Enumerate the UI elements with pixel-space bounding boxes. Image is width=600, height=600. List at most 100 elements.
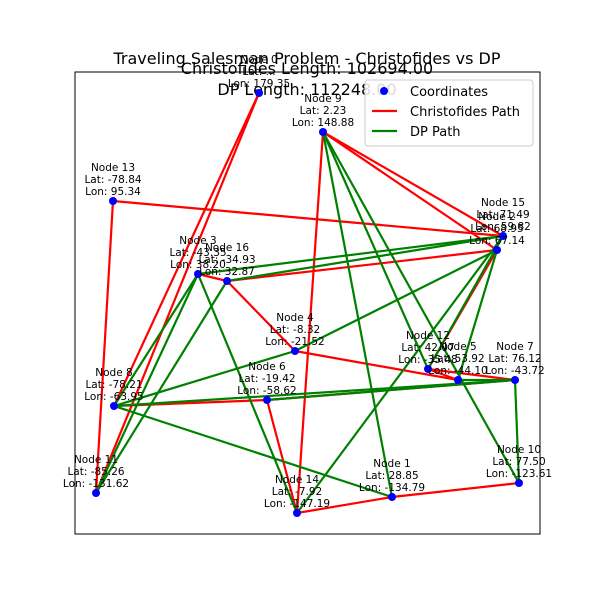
node-label-name: Node 16 xyxy=(205,242,249,254)
node-label-lat: Lat: -85.26 xyxy=(67,466,124,478)
node-label-name: Node 7 xyxy=(496,341,533,353)
dp-segment xyxy=(322,131,520,484)
coordinate-point xyxy=(319,128,327,136)
node-label-name: Node 13 xyxy=(91,162,135,174)
christofides-segment xyxy=(295,131,325,514)
dp-segment xyxy=(321,131,430,370)
christofides-segment xyxy=(296,495,393,515)
coordinate-point xyxy=(515,479,523,487)
node-label-lat: Lat: -19.42 xyxy=(238,373,295,385)
node-label-lat: Lat: 42.07 xyxy=(401,342,454,354)
chart-subtitle-christofides: Christofides Length: 102694.00 xyxy=(181,59,433,78)
coordinate-point xyxy=(499,232,507,240)
node-label-name: Node 2 xyxy=(478,211,515,223)
node-label-name: Node 10 xyxy=(497,444,541,456)
node-label-name: Node 5 xyxy=(439,341,476,353)
node-label-lat: Lat: 71.49 xyxy=(476,209,529,221)
node-label-name: Node 3 xyxy=(179,235,216,247)
legend: Coordinates Christofides Path DP Path xyxy=(364,79,534,147)
coordinate-point xyxy=(194,270,202,278)
coordinate-point xyxy=(493,246,501,254)
node-label-lon: Lon: -43.72 xyxy=(485,365,544,377)
node-label-lon: Lon: 67.14 xyxy=(469,235,525,247)
node-label-lat: Lat: 28.85 xyxy=(365,470,418,482)
coordinate-point xyxy=(110,402,118,410)
node-label-lat: Lat: 53.92 xyxy=(431,353,484,365)
dp-segment xyxy=(113,349,296,408)
dp-segment xyxy=(113,404,393,499)
node-label-name: Node 9 xyxy=(304,93,341,105)
legend-box xyxy=(364,79,534,147)
node-label-lon: Lon: 179.35 xyxy=(228,78,290,90)
node-label-lon: Lon: 148.88 xyxy=(292,117,354,129)
coordinate-point xyxy=(92,489,100,497)
coordinate-point xyxy=(454,376,462,384)
node-label-lat: Lat: 77.50 xyxy=(492,456,545,468)
node-label-name: Node 0 xyxy=(240,54,277,66)
dp-segment xyxy=(296,235,504,514)
node-label-name: Node 11 xyxy=(74,454,118,466)
node-label-name: Node 6 xyxy=(248,361,286,373)
coordinate-point xyxy=(255,89,263,97)
christofides-segment xyxy=(94,200,115,494)
node-label-lon: Lon: 95.34 xyxy=(85,186,141,198)
coordinate-point xyxy=(388,493,396,501)
christofides-segment xyxy=(94,92,261,494)
node-label-lon: Lon: -147.19 xyxy=(264,498,330,510)
dp-segment xyxy=(321,131,394,498)
coordinate-point xyxy=(291,347,299,355)
coordinate-point xyxy=(424,365,432,373)
christofides-segment xyxy=(226,280,296,352)
dp-segment xyxy=(456,249,499,381)
node-label-name: Node 12 xyxy=(406,330,450,342)
node-label-lat: Lat: 2.23 xyxy=(300,105,347,117)
dp-segment xyxy=(294,249,498,352)
dp-segment xyxy=(226,234,504,283)
node-label-lon: Lon: -63.95 xyxy=(84,391,143,403)
legend-coordinates-label: Coordinates xyxy=(410,85,488,100)
coordinate-point xyxy=(511,376,519,384)
node-label-lat: Lat: -43.35 xyxy=(169,247,226,259)
coordinate-point xyxy=(263,396,271,404)
christofides-segment xyxy=(113,92,260,407)
node-label-lat: Lat: ... xyxy=(242,66,275,78)
node-label-lat: Lat: -78.84 xyxy=(84,174,141,186)
node-label-lat: Lat: 68.95 xyxy=(470,223,523,235)
legend-coordinates-marker xyxy=(380,87,388,95)
plot-frame xyxy=(74,71,541,535)
node-label-lon: Lon: -134.79 xyxy=(359,482,425,494)
christofides-segment xyxy=(322,131,498,251)
christofides-segment xyxy=(265,399,299,514)
christofides-segment xyxy=(427,367,459,382)
dp-segment xyxy=(196,273,299,514)
dp-segment xyxy=(513,379,521,484)
dp-segment xyxy=(95,273,199,494)
dp-segment xyxy=(266,378,516,402)
node-label-lat: Lat: -34.93 xyxy=(198,254,255,266)
node-label-lon: Lon: -131.62 xyxy=(63,478,129,490)
node-label-name: Node 4 xyxy=(276,312,314,324)
node-label-lon: Lon: 59.82 xyxy=(475,221,531,233)
node-label-name: Node 8 xyxy=(95,367,132,379)
christofides-path xyxy=(94,92,520,515)
legend-dp-label: DP Path xyxy=(410,125,461,140)
coordinate-point xyxy=(223,277,231,285)
legend-christofides-label: Christofides Path xyxy=(410,105,520,120)
node-label-lat: Lat: -78.21 xyxy=(85,379,142,391)
node-label-name: Node 1 xyxy=(373,458,410,470)
dp-path xyxy=(95,131,521,514)
dp-segment xyxy=(95,280,228,494)
node-label-lon: Lon: -21.52 xyxy=(265,336,324,348)
coordinate-point xyxy=(109,197,117,205)
dp-segment xyxy=(427,235,504,370)
node-label-lon: Lon: -58.62 xyxy=(237,385,296,397)
node-label-lat: Lat: 76.12 xyxy=(488,353,541,365)
chart-title: Traveling Salesman Problem - Christofide… xyxy=(112,49,500,68)
node-label-lat: Lat: -7.92 xyxy=(272,486,322,498)
coordinate-point xyxy=(293,509,301,517)
christofides-segment xyxy=(294,349,459,382)
node-label-lon: Lon: -35.48 xyxy=(398,354,457,366)
node-label-lon: Lon: 32.87 xyxy=(199,266,255,278)
